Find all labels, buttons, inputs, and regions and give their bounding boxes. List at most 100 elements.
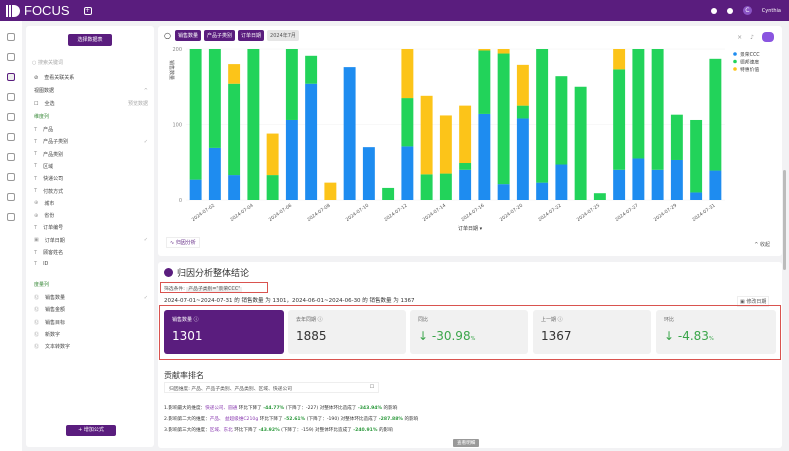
scrollbar[interactable] <box>783 170 786 270</box>
bar-segment[interactable] <box>478 50 491 114</box>
bar-segment[interactable] <box>228 83 241 176</box>
bar-segment[interactable] <box>420 174 433 200</box>
dimension-item[interactable]: T ID <box>34 261 49 268</box>
bar-segment[interactable] <box>208 49 221 148</box>
collapse-button[interactable]: ^ 收起 <box>754 242 770 248</box>
bar-segment[interactable] <box>285 119 298 200</box>
bar-segment[interactable] <box>324 182 337 200</box>
bar-segment[interactable] <box>478 113 491 200</box>
dimension-item[interactable]: T 产品类别 <box>34 151 64 158</box>
bar-segment[interactable] <box>189 49 202 180</box>
dimension-item[interactable]: ▣ 订单日期 ✓ <box>34 237 148 244</box>
clear-icon[interactable]: × <box>737 33 743 41</box>
query-tag[interactable]: 产品子类别 <box>204 30 236 41</box>
attribution-button[interactable]: ∿ 归因分析 <box>166 237 200 248</box>
bar-segment[interactable] <box>305 55 318 84</box>
bar-segment[interactable] <box>613 49 626 70</box>
query-bar[interactable]: ○ 销售数量 产品子类别 订单日期 2024年7月 <box>164 30 302 41</box>
bar-segment[interactable] <box>651 169 664 200</box>
bar-segment[interactable] <box>285 49 298 120</box>
dimension-item[interactable]: T 付款方式 <box>34 188 64 195</box>
database-icon[interactable] <box>7 193 15 201</box>
bar-segment[interactable] <box>690 192 703 200</box>
bar-segment[interactable] <box>632 158 645 200</box>
bar-segment[interactable] <box>536 49 549 183</box>
legend-label[interactable]: 德邦速度 <box>740 59 759 66</box>
bar-segment[interactable] <box>439 115 452 174</box>
measure-item[interactable]: ⑫ 销售金额 <box>34 307 66 314</box>
dimension-item[interactable]: ⊕ 省份 <box>34 212 55 220</box>
bar-segment[interactable] <box>574 86 587 200</box>
bar-segment[interactable] <box>401 49 414 99</box>
bar-segment[interactable] <box>670 159 683 200</box>
bar-segment[interactable] <box>420 95 433 175</box>
bar-segment[interactable] <box>536 182 549 200</box>
bar-segment[interactable] <box>362 147 375 200</box>
bar-segment[interactable] <box>516 118 529 200</box>
bar-segment[interactable] <box>459 169 472 200</box>
dimension-item[interactable]: ⊕ 城市 <box>34 200 55 207</box>
bar-segment[interactable] <box>228 64 241 84</box>
bar-segment[interactable] <box>516 105 529 119</box>
bar-segment[interactable] <box>670 114 683 160</box>
dimension-item[interactable]: T 产品 <box>34 126 54 134</box>
bar-segment[interactable] <box>401 98 414 147</box>
query-tag[interactable]: 订单日期 <box>238 30 265 41</box>
edit-icon[interactable]: ☐ <box>369 385 374 390</box>
bar-segment[interactable] <box>401 146 414 200</box>
dimension-item[interactable]: T 订单编号 <box>34 224 64 232</box>
bar-segment[interactable] <box>247 49 260 200</box>
robot-icon[interactable] <box>7 53 15 61</box>
bar-segment[interactable] <box>343 67 356 201</box>
bar-segment[interactable] <box>439 173 452 200</box>
measure-item[interactable]: ⑫ 销售目标 <box>34 319 66 326</box>
dimension-item[interactable]: T 顾客姓名 <box>34 249 64 257</box>
search-input[interactable]: ○ 搜索关键词 <box>32 60 63 66</box>
bar-segment[interactable] <box>497 53 510 185</box>
measure-item[interactable]: ⑫ 文本转数字 <box>34 344 71 351</box>
bar-segment[interactable] <box>613 169 626 200</box>
bar-segment[interactable] <box>305 83 318 200</box>
settings-icon[interactable] <box>7 213 15 221</box>
dashboard-icon[interactable] <box>7 113 15 121</box>
bar-segment[interactable] <box>555 164 568 200</box>
bar-segment[interactable] <box>651 49 664 170</box>
home-icon[interactable] <box>7 33 15 41</box>
mic-icon[interactable]: ♪ <box>750 33 754 41</box>
measure-item[interactable]: ⑫ 新数字 <box>34 331 61 338</box>
bar-segment[interactable] <box>555 76 568 165</box>
user-name[interactable]: Cynthia <box>761 7 781 14</box>
measure-item[interactable]: ⑫ 销售数量 ✓ <box>34 294 148 302</box>
help-icon[interactable] <box>726 7 733 14</box>
bar-segment[interactable] <box>478 49 491 51</box>
dimension-item[interactable]: T 区域 <box>34 163 54 170</box>
legend-label[interactable]: 景荣CCC <box>740 51 760 58</box>
add-tab-icon[interactable]: + <box>83 6 92 15</box>
bar-segment[interactable] <box>613 69 626 170</box>
bar-segment[interactable] <box>593 193 606 200</box>
query-tag[interactable]: 销售数量 <box>174 30 201 41</box>
light-icon[interactable] <box>710 7 717 14</box>
bar-segment[interactable] <box>189 179 202 200</box>
bar-segment[interactable] <box>690 119 703 193</box>
select-all-checkbox[interactable]: ☐ 全选 预览数据 <box>34 100 148 108</box>
folder-icon[interactable] <box>7 173 15 181</box>
x-axis-label[interactable]: 订单日期 ▾ <box>458 225 483 232</box>
dimension-item[interactable]: T 产品子类别 ✓ <box>34 138 148 146</box>
legend-label[interactable]: 特惠价值 <box>740 66 759 73</box>
dimension-item[interactable]: T 快递公司 <box>34 175 64 183</box>
clock-icon[interactable] <box>7 153 15 161</box>
query-tag[interactable]: 2024年7月 <box>267 30 299 41</box>
add-formula-button[interactable]: + 增加公式 <box>66 425 116 436</box>
bar-segment[interactable] <box>266 175 279 200</box>
select-table-button[interactable]: 选择数据表 <box>68 34 112 46</box>
chart-icon[interactable] <box>7 93 15 101</box>
search-icon[interactable] <box>7 73 15 81</box>
bar-segment[interactable] <box>382 187 395 200</box>
bar-segment[interactable] <box>208 147 221 200</box>
bar-segment[interactable] <box>709 58 722 171</box>
preview-button[interactable]: 预览数据 <box>127 101 148 107</box>
bar-segment[interactable] <box>497 49 510 54</box>
bar-segment[interactable] <box>516 64 529 106</box>
view-detail-button[interactable]: 查看明细 <box>453 439 480 447</box>
